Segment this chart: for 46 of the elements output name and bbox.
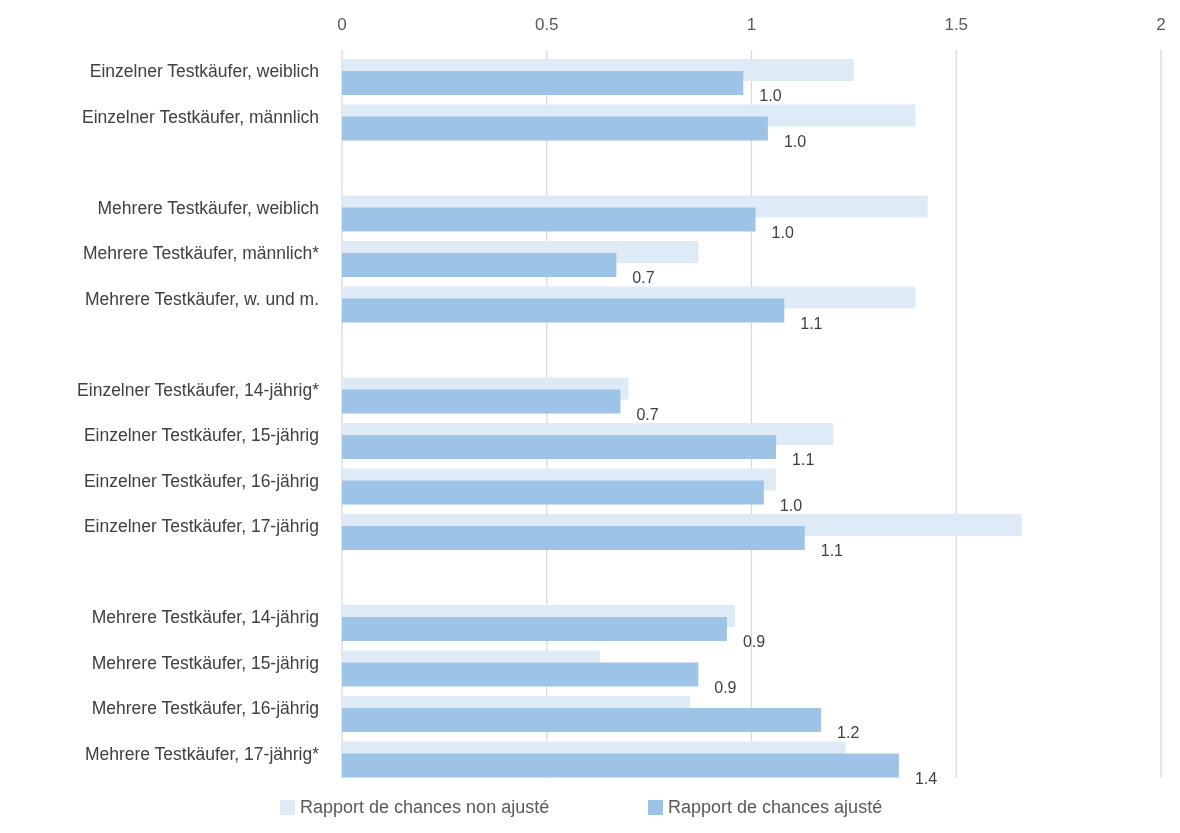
data-label: 0.9 <box>714 678 737 696</box>
data-label: 1.1 <box>820 542 844 559</box>
data-label: 1.0 <box>759 87 782 104</box>
bar <box>342 71 744 95</box>
bar <box>342 389 621 414</box>
bar <box>342 708 822 732</box>
y-tick-label: Mehrere Testkäufer, w. und m. <box>84 288 319 309</box>
y-tick-label: Einzelner Testkäufer, weiblich <box>89 61 319 81</box>
data-label: 1.1 <box>800 314 823 332</box>
bar <box>342 116 768 141</box>
y-tick-label: Mehrere Testkäufer, 15-jährig <box>91 652 319 673</box>
data-label: 0.9 <box>742 633 766 650</box>
bar <box>342 435 777 459</box>
bar <box>342 526 805 550</box>
x-tick-label: 0 <box>337 15 347 34</box>
y-tick-label: Einzelner Testkäufer, 15-jährig <box>83 425 319 445</box>
y-tick-label: Mehrere Testkäufer, männlich* <box>82 243 320 263</box>
data-label: 1.2 <box>837 724 860 741</box>
y-tick-label: Einzelner Testkäufer, 14-jährig* <box>77 379 320 400</box>
bar <box>342 480 764 505</box>
data-label: 1.0 <box>771 223 794 241</box>
data-label: 1.1 <box>792 451 815 468</box>
data-label: 0.7 <box>636 405 659 423</box>
y-tick-label: Mehrere Testkäufer, 17-jährig* <box>84 743 320 764</box>
data-label: 1.4 <box>914 769 938 787</box>
bar <box>342 298 785 323</box>
y-tick-label: Einzelner Testkäufer, 17-jährig <box>83 516 319 536</box>
data-label: 1.0 <box>783 132 807 150</box>
legend-label: Rapport de chances ajusté <box>668 797 883 817</box>
legend-label: Rapport de chances non ajusté <box>300 797 550 817</box>
bar <box>342 662 699 687</box>
y-tick-label: Mehrere Testkäufer, weiblich <box>97 197 319 218</box>
y-tick-label: Mehrere Testkäufer, 16-jährig <box>91 698 319 718</box>
bar <box>342 617 727 641</box>
bar <box>342 753 899 778</box>
bar <box>342 253 617 277</box>
y-tick-label: Einzelner Testkäufer, männlich <box>81 106 319 127</box>
x-tick-label: 1.5 <box>944 15 969 34</box>
y-tick-label: Einzelner Testkäufer, 16-jährig <box>83 470 319 491</box>
data-label: 1.0 <box>779 496 803 514</box>
y-tick-label: Mehrere Testkäufer, 14-jährig <box>91 607 319 627</box>
x-tick-label: 1 <box>746 15 757 34</box>
x-tick-label: 0.5 <box>534 15 559 34</box>
data-label: 0.7 <box>632 269 655 286</box>
bar <box>342 207 756 232</box>
x-tick-label: 2 <box>1156 15 1166 34</box>
